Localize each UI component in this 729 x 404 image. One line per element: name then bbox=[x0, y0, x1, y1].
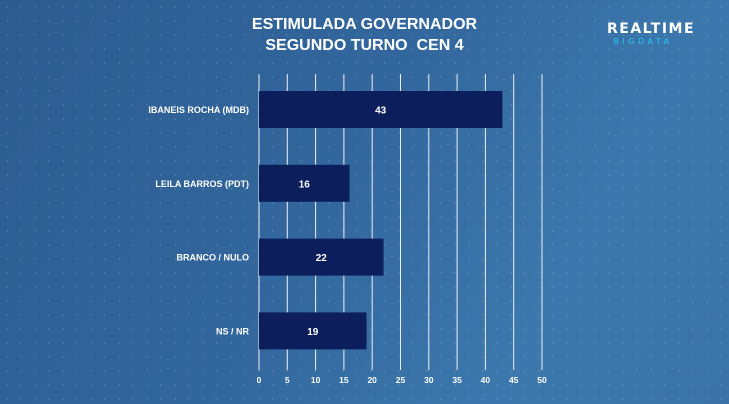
title-line-1: ESTIMULADA GOVERNADOR bbox=[251, 16, 478, 33]
data-label: 16 bbox=[299, 179, 311, 190]
x-tick-label: 10 bbox=[311, 375, 321, 385]
category-label: NS / NR bbox=[216, 326, 250, 336]
x-tick-label: 0 bbox=[257, 375, 262, 385]
logo-tagline: BIGDATA bbox=[613, 37, 673, 46]
bar bbox=[259, 164, 350, 202]
title-line-2: SEGUNDO TURNO CEN 4 bbox=[265, 37, 464, 54]
category-label: BRANCO / NULO bbox=[177, 253, 250, 263]
realtime-bigdata-logo: REALTIME BIGDATA bbox=[607, 21, 696, 47]
x-tick-label: 40 bbox=[481, 375, 491, 385]
bar bbox=[259, 91, 503, 128]
x-tick-label: 15 bbox=[339, 375, 349, 385]
category-label: IBANEIS ROCHA (MDB) bbox=[148, 105, 249, 115]
x-tick-label: 45 bbox=[509, 375, 519, 385]
x-tick-label: 30 bbox=[424, 375, 434, 385]
chart-title: ESTIMULADA GOVERNADOR SEGUNDO TURNO CEN … bbox=[0, 14, 729, 56]
logo-name: REALTIME bbox=[607, 21, 696, 37]
x-tick-label: 5 bbox=[285, 375, 290, 385]
x-tick-label: 25 bbox=[396, 375, 406, 385]
x-tick-label: 50 bbox=[537, 375, 547, 385]
x-tick-label: 20 bbox=[367, 375, 377, 385]
data-label: 22 bbox=[316, 253, 328, 264]
bar bbox=[259, 238, 384, 276]
x-tick-label: 35 bbox=[452, 375, 462, 385]
category-label: LEILA BARROS (PDT) bbox=[155, 179, 249, 189]
data-label: 43 bbox=[375, 106, 387, 117]
data-label: 19 bbox=[307, 327, 319, 338]
bar bbox=[259, 312, 367, 350]
